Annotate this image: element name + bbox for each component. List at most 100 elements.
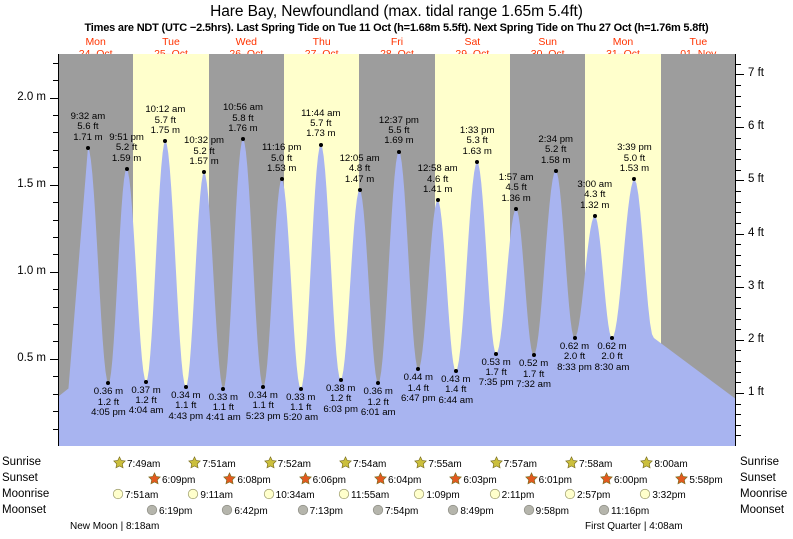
tide-label-meters: 1.32 m (580, 199, 610, 211)
y-label-left-2: 1.5 m (17, 177, 46, 190)
tide-label-time: 12:37 pm (378, 114, 419, 126)
page-subtitle: Times are NDT (UTC −2.5hrs). Last Spring… (84, 22, 709, 34)
y-label-left-3: 2.0 m (17, 90, 46, 103)
y-tick-right-0.6 (736, 414, 741, 416)
y-tick-right-5.6 (736, 148, 741, 150)
tide-label-feet: 4.8 ft (348, 163, 371, 175)
tide-label-high-6: 10:32 pm 5.2 ft 1.57 m (172, 136, 236, 168)
y-tick-right-4 (736, 233, 744, 235)
row-label-sunrise-left: Sunrise (2, 456, 41, 468)
tide-label-time: 6:47 pm (400, 393, 436, 405)
y-tick-right-0.2 (736, 435, 741, 437)
tide-point-high-14 (357, 187, 362, 192)
y-tick-right-4.4 (736, 212, 741, 214)
y-tick-right-7.2 (736, 63, 741, 65)
tide-label-feet: 4.5 ft (505, 182, 527, 194)
tide-label-high-0: 9:32 am 5.6 ft 1.71 m (56, 111, 120, 143)
sunrise-time: 8:00am (654, 459, 688, 470)
day-header-weekday: Tue (162, 36, 180, 48)
y-tick-right-2.8 (736, 297, 741, 299)
moonrise-time: 11:55am (351, 490, 390, 501)
y-tick-right-2.6 (736, 307, 741, 309)
moon-circle-icon (598, 504, 610, 516)
tide-label-low-5: 0.34 m 1.1 ft 4:43 pm (154, 390, 218, 422)
tide-label-time: 10:56 am (222, 102, 263, 114)
tide-label-meters: 1.75 m (150, 124, 181, 136)
sunset-entry-3: 6:04pm (374, 472, 421, 487)
y-tick-right-1.8 (736, 350, 741, 352)
moon-circle-icon (564, 488, 576, 500)
tide-label-time: 5:23 pm (245, 410, 281, 422)
tide-label-feet: 2.0 ft (601, 351, 623, 363)
tide-label-meters: 0.52 m (518, 358, 549, 370)
y-tick-left-1.4 (53, 202, 58, 204)
y-tick-left-1.9 (53, 114, 58, 116)
star-icon (188, 456, 202, 469)
tide-label-time: 9:32 am (70, 111, 106, 123)
moonset-time: 9:58pm (535, 506, 570, 517)
moonrise-time: 7:51am (125, 490, 159, 501)
tide-label-time: 4:04 am (128, 405, 164, 417)
y-label-right-1: 2 ft (748, 332, 764, 345)
moon-phase-note-0: New Moon | 8:18am (70, 521, 160, 532)
y-tick-right-6.6 (736, 95, 741, 97)
moonrise-entry-3: 11:55am (338, 488, 389, 502)
sunset-entry-1: 6:08pm (223, 472, 271, 487)
moonrise-time: 2:57pm (577, 490, 611, 501)
moonset-time: 6:19pm (159, 506, 193, 517)
y-tick-right-4.8 (736, 191, 741, 193)
tide-point-high-6 (202, 170, 207, 175)
moonrise-entry-6: 2:57pm (564, 488, 610, 502)
tide-label-time: 10:12 am (145, 104, 186, 116)
sunset-entry-4: 6:03pm (449, 472, 497, 487)
tide-label-feet: 4.3 ft (584, 189, 606, 201)
tide-label-time: 6:44 am (438, 394, 474, 406)
y-label-right-3: 4 ft (748, 226, 764, 239)
y-tick-left-2 (50, 97, 58, 99)
y-tick-left-2.1 (53, 80, 58, 82)
tide-label-feet: 5.7 ft (154, 114, 177, 126)
moon-circle-icon (372, 504, 384, 516)
tide-label-time: 4:41 am (206, 412, 241, 424)
tide-label-time: 3:39 pm (617, 142, 652, 154)
tide-label-meters: 1.63 m (462, 145, 492, 157)
sunset-entry-0: 6:09pm (148, 472, 195, 487)
tide-label-meters: 0.62 m (559, 340, 590, 352)
moonset-time: 6:42pm (234, 506, 268, 517)
tide-point-low-7 (221, 386, 226, 391)
moon-circle-icon (338, 488, 350, 500)
moon-circle-icon (414, 488, 425, 500)
tide-point-low-1 (106, 381, 111, 386)
tide-label-time: 4:05 pm (91, 407, 126, 419)
tide-label-low-3: 0.37 m 1.2 ft 4:04 am (114, 385, 178, 417)
tide-point-high-22 (514, 207, 519, 212)
moonrise-entry-1: 9:11am (187, 488, 233, 502)
y-tick-left-1.5 (50, 184, 58, 186)
y-tick-right-1.2 (736, 382, 741, 384)
row-label-sunrise-right: Sunrise (740, 456, 779, 468)
sunset-time: 6:06pm (312, 475, 347, 486)
moonset-entry-3: 7:54pm (372, 504, 418, 518)
sunset-time: 6:09pm (162, 475, 196, 486)
moonset-time: 11:16pm (611, 506, 650, 517)
tide-label-time: 3:00 am (577, 179, 613, 191)
tide-label-time: 9:51 pm (109, 131, 144, 143)
y-label-right-6: 7 ft (748, 67, 764, 80)
tide-label-feet: 1.1 ft (252, 400, 274, 412)
tide-label-feet: 5.2 ft (115, 142, 138, 154)
tide-label-time: 6:01 am (360, 407, 396, 419)
tide-label-meters: 1.73 m (306, 128, 336, 140)
moonrise-time: 9:11am (200, 490, 233, 501)
tide-label-high-18: 12:58 am 4.6 ft 1.41 m (406, 163, 470, 195)
tide-label-low-9: 0.34 m 1.1 ft 5:23 pm (231, 390, 295, 422)
tide-point-high-28 (632, 177, 637, 182)
moonset-entry-1: 6:42pm (221, 504, 268, 518)
sunset-entry-7: 5:58pm (675, 472, 723, 487)
tide-point-high-26 (592, 214, 597, 219)
tide-label-high-8: 10:56 am 5.8 ft 1.76 m (211, 102, 275, 134)
tide-point-low-15 (376, 381, 381, 386)
y-tick-right-5.8 (736, 138, 741, 139)
moonrise-entry-2: 10:34am (263, 488, 315, 502)
y-tick-right-0.4 (736, 424, 741, 426)
